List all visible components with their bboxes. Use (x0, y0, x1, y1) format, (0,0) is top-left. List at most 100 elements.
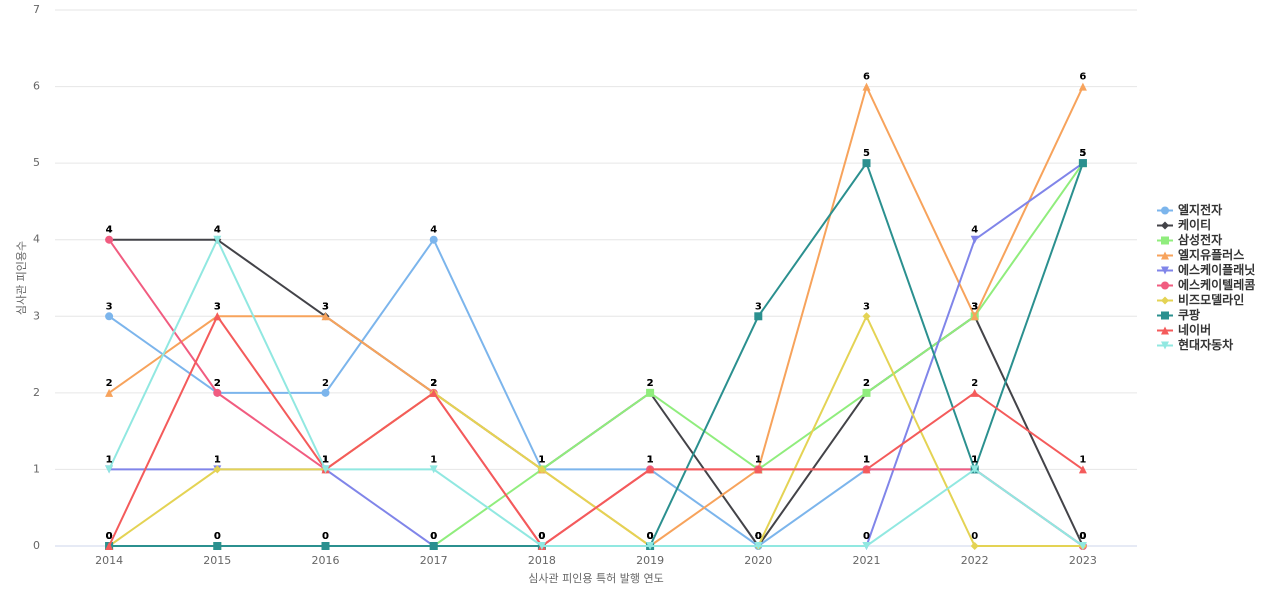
data-label: 0 (647, 531, 654, 542)
marker (213, 542, 222, 550)
marker (862, 465, 871, 474)
data-label: 0 (1079, 531, 1086, 542)
data-label: 1 (322, 454, 329, 465)
data-label: 0 (106, 531, 113, 542)
data-label: 0 (538, 531, 545, 542)
data-label: 2 (647, 378, 654, 389)
data-label: 0 (322, 531, 329, 542)
data-label: 2 (322, 378, 329, 389)
data-label: 1 (971, 454, 978, 465)
data-label: 2 (214, 378, 221, 389)
data-label: 0 (755, 531, 762, 542)
data-label: 4 (430, 225, 437, 236)
marker (970, 542, 979, 550)
marker (105, 312, 114, 321)
data-label: 0 (1079, 531, 1086, 542)
x-tick-label: 2016 (312, 554, 340, 567)
marker (862, 159, 871, 168)
data-label: 0 (1079, 531, 1086, 542)
marker (1161, 266, 1169, 275)
marker (970, 312, 979, 321)
data-label: 0 (430, 531, 437, 542)
data-label: 0 (214, 531, 221, 542)
data-label: 0 (863, 531, 870, 542)
data-label: 1 (1079, 454, 1086, 465)
marker (321, 312, 330, 321)
data-label: 1 (538, 454, 545, 465)
x-tick-label: 2017 (420, 554, 448, 567)
data-label: 0 (755, 531, 762, 542)
marker (105, 388, 114, 397)
data-label: 0 (106, 531, 113, 542)
data-label: 1 (971, 454, 978, 465)
marker (1078, 542, 1087, 550)
data-label: 2 (863, 378, 870, 389)
line (109, 162, 1084, 547)
legend-label: 비즈모델라인 (1178, 292, 1244, 307)
marker (429, 388, 438, 397)
data-label: 2 (971, 378, 978, 389)
data-label: 1 (538, 454, 545, 465)
data-label: 0 (106, 531, 113, 542)
marker (1161, 221, 1169, 230)
data-label: 1 (647, 454, 654, 465)
data-label: 1 (863, 454, 870, 465)
legend-label: 케이티 (1178, 217, 1211, 232)
data-label: 1 (971, 454, 978, 465)
data-label: 2 (214, 378, 221, 389)
series (105, 159, 1087, 550)
data-label: 3 (971, 301, 978, 312)
x-tick-label: 2018 (528, 554, 556, 567)
legend-label: 에스케이텔레콤 (1178, 277, 1255, 292)
marker (1078, 465, 1087, 474)
data-label: 5 (1079, 148, 1086, 159)
data-label: 1 (863, 454, 870, 465)
marker (754, 542, 763, 550)
marker (213, 388, 222, 397)
data-label: 1 (755, 454, 762, 465)
x-tick-label: 2020 (744, 554, 772, 567)
x-tick-label: 2019 (636, 554, 664, 567)
data-label: 4 (214, 225, 221, 236)
data-label: 0 (538, 531, 545, 542)
data-label: 1 (647, 454, 654, 465)
marker (754, 465, 763, 474)
series (105, 159, 1087, 550)
data-label: 6 (1079, 72, 1086, 83)
data-label: 6 (863, 72, 870, 83)
data-label: 2 (430, 378, 437, 389)
marker (862, 542, 871, 550)
marker (429, 542, 438, 550)
y-tick-label: 6 (33, 80, 40, 93)
data-label: 0 (755, 531, 762, 542)
marker (213, 465, 222, 474)
data-label: 0 (755, 531, 762, 542)
marker (321, 542, 330, 550)
marker (429, 465, 438, 474)
data-label: 0 (538, 531, 545, 542)
data-label: 3 (214, 301, 221, 312)
series (105, 312, 1087, 550)
marker (970, 235, 979, 244)
data-label: 1 (538, 454, 545, 465)
marker (1161, 326, 1169, 335)
marker (646, 465, 655, 474)
data-label: 0 (647, 531, 654, 542)
data-label: 0 (755, 531, 762, 542)
data-label: 1 (755, 454, 762, 465)
data-label: 3 (971, 301, 978, 312)
marker (213, 235, 222, 244)
data-label: 0 (1079, 531, 1086, 542)
legend-label: 에스케이플래닛 (1178, 262, 1255, 277)
data-label: 3 (971, 301, 978, 312)
data-label: 1 (214, 454, 221, 465)
data-label: 5 (1079, 148, 1086, 159)
marker (105, 235, 114, 244)
legend-label: 네이버 (1178, 322, 1211, 337)
y-tick-label: 5 (33, 156, 40, 169)
data-label: 0 (538, 531, 545, 542)
legend-label: 현대자동차 (1178, 337, 1233, 352)
x-tick-label: 2021 (853, 554, 881, 567)
data-label: 0 (430, 531, 437, 542)
